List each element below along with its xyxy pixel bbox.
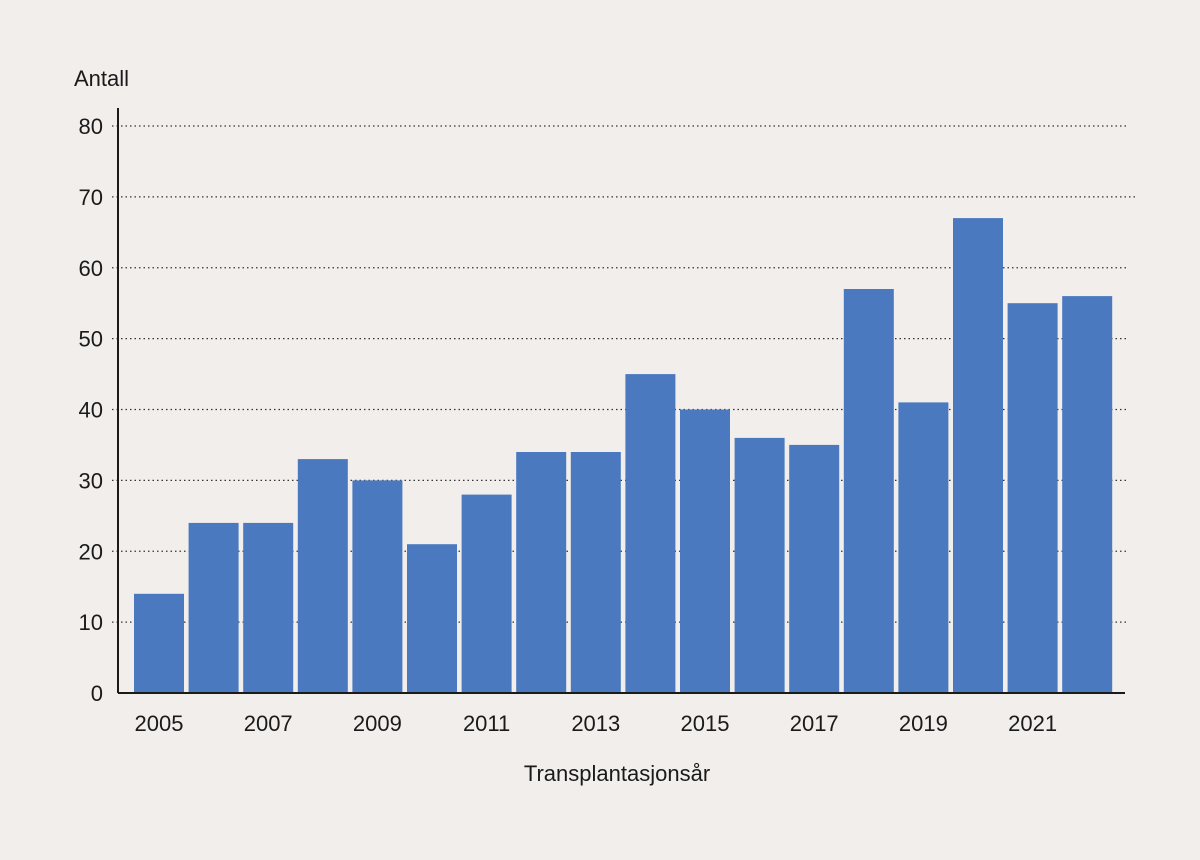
x-axis-ticks: 2005 2007 2009 2011 2013 2015 2017 2019 2021 xyxy=(135,711,1058,736)
bar-2006 xyxy=(188,522,239,693)
bar-2005 xyxy=(134,593,184,693)
bar-2012 xyxy=(516,452,567,693)
bar-2011 xyxy=(461,494,512,693)
x-tick-label: 2013 xyxy=(571,711,620,736)
y-tick-label: 70 xyxy=(79,185,103,210)
x-tick-label: 2011 xyxy=(463,711,510,736)
bar-2008 xyxy=(297,459,348,693)
y-axis-ticks: 0 10 20 30 40 50 60 70 80 xyxy=(79,114,103,706)
bar-2010 xyxy=(407,544,457,693)
bars xyxy=(134,218,1113,693)
x-axis-title: Transplantasjonsår xyxy=(524,761,710,786)
y-tick-label: 30 xyxy=(79,468,103,493)
bar-2009 xyxy=(352,480,403,693)
bar-2018 xyxy=(843,289,894,693)
bar-2022 xyxy=(1062,296,1113,693)
gridlines xyxy=(112,125,1138,623)
x-tick-label: 2015 xyxy=(681,711,730,736)
y-axis-title: Antall xyxy=(74,66,129,91)
y-tick-label: 80 xyxy=(79,114,103,139)
bar-2021 xyxy=(1007,303,1058,693)
x-tick-label: 2019 xyxy=(899,711,948,736)
x-tick-label: 2005 xyxy=(135,711,184,736)
bar-2016 xyxy=(734,437,785,693)
y-tick-label: 60 xyxy=(79,256,103,281)
bar-2015 xyxy=(680,409,730,693)
x-tick-label: 2017 xyxy=(790,711,839,736)
bar-2014 xyxy=(625,374,676,693)
bar-2019 xyxy=(898,402,949,693)
bar-2017 xyxy=(789,444,840,693)
bar-2020 xyxy=(953,218,1003,693)
x-tick-label: 2009 xyxy=(353,711,402,736)
bar-2013 xyxy=(570,452,621,693)
y-tick-label: 20 xyxy=(79,539,103,564)
y-tick-label: 10 xyxy=(79,610,103,635)
y-tick-label: 0 xyxy=(91,681,103,706)
y-tick-label: 40 xyxy=(79,398,103,423)
bar-2007 xyxy=(243,522,294,693)
x-tick-label: 2007 xyxy=(244,711,293,736)
x-tick-label: 2021 xyxy=(1008,711,1057,736)
y-tick-label: 50 xyxy=(79,327,103,352)
